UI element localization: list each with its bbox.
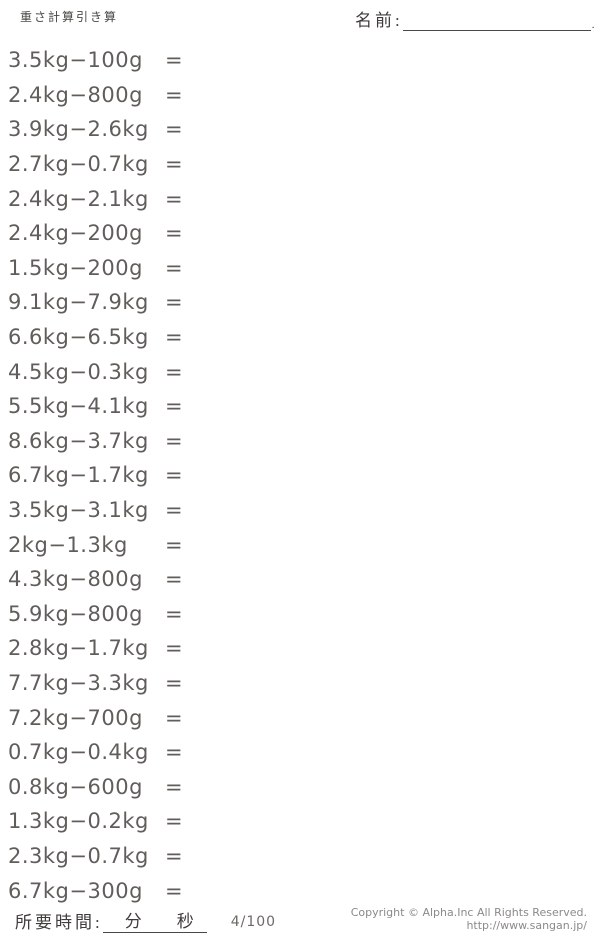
problem-expression: 6.7kg−300g [8,878,143,903]
problem-row: 2.4kg−2.1kg = [8,181,183,216]
equals-sign: = [165,774,184,799]
equals-sign: = [165,636,184,661]
problem-expression: 2kg−1.3kg [8,532,128,557]
problem-expression: 6.7kg−1.7kg [8,463,149,488]
problem-row: 4.5kg−0.3kg = [8,354,183,389]
equals-sign: = [165,705,184,730]
equals-sign: = [165,82,184,107]
problem-expression: 3.5kg−3.1kg [8,498,149,523]
problem-row: 1.3kg−0.2kg = [8,804,183,839]
worksheet-title: 重さ計算引き算 [20,10,119,24]
problem-expression: 4.5kg−0.3kg [8,359,149,384]
problem-row: 2.3kg−0.7kg = [8,839,183,874]
publisher-url: http://www.sangan.jp/ [466,919,587,932]
copyright-text: Copyright © Alpha.Inc All Rights Reserve… [350,906,587,919]
equals-sign: = [165,498,184,523]
equals-sign: = [165,567,184,592]
equals-sign: = [165,843,184,868]
problem-expression: 1.3kg−0.2kg [8,809,149,834]
page-progress-counter: 4/100 [230,914,277,930]
equals-sign: = [165,325,184,350]
equals-sign: = [165,878,184,903]
equals-sign: = [165,463,184,488]
name-label: 名前: [355,11,403,30]
equals-sign: = [165,186,184,211]
problem-expression: 2.3kg−0.7kg [8,843,149,868]
minutes-label: 分 [124,912,145,931]
problem-row: 1.5kg−200g = [8,251,183,286]
equals-sign: = [165,428,184,453]
elapsed-time-field: 所要時間: 分 秒 4/100 [15,908,276,933]
elapsed-time-label: 所要時間: [15,913,103,932]
equals-sign: = [165,670,184,695]
problem-expression: 6.6kg−6.5kg [8,325,149,350]
problem-expression: 7.2kg−700g [8,705,143,730]
problem-row: 0.8kg−600g = [8,769,183,804]
equals-sign: = [165,117,184,142]
problem-expression: 3.5kg−100g [8,48,143,73]
equals-sign: = [165,221,184,246]
equals-sign: = [165,601,184,626]
seconds-label: 秒 [176,912,197,931]
problem-row: 5.9kg−800g = [8,597,183,632]
elapsed-time-fill-in-line: 分 秒 [102,909,207,933]
problem-row: 3.5kg−100g = [8,43,183,78]
problem-row: 2.4kg−200g = [8,216,183,251]
problem-row: 4.3kg−800g = [8,562,183,597]
problem-row: 6.7kg−300g = [8,873,183,908]
problem-expression: 7.7kg−3.3kg [8,670,149,695]
equals-sign: = [165,359,184,384]
equals-sign: = [165,394,184,419]
problem-row: 8.6kg−3.7kg = [8,424,183,459]
copyright-block: Copyright © Alpha.Inc All Rights Reserve… [351,906,587,932]
name-fill-in-line [402,11,591,31]
problem-expression: 1.5kg−200g [8,255,143,280]
problem-row: 5.5kg−4.1kg = [8,389,183,424]
problem-row: 0.7kg−0.4kg = [8,735,183,770]
equals-sign: = [165,532,184,557]
problem-row: 2kg−1.3kg = [8,527,183,562]
name-line-end-mark: . [591,19,595,31]
problem-row: 7.7kg−3.3kg = [8,666,183,701]
problem-expression: 2.4kg−200g [8,221,143,246]
problem-expression: 4.3kg−800g [8,567,143,592]
equals-sign: = [165,152,184,177]
problem-expression: 2.8kg−1.7kg [8,636,149,661]
problem-expression: 0.8kg−600g [8,774,143,799]
name-field: 名前: . [355,6,594,31]
problem-row: 3.5kg−3.1kg = [8,493,183,528]
problem-expression: 0.7kg−0.4kg [8,740,149,765]
equals-sign: = [165,740,184,765]
problem-row: 6.6kg−6.5kg = [8,320,183,355]
equals-sign: = [165,809,184,834]
equals-sign: = [165,290,184,315]
problem-row: 2.4kg−800g = [8,78,183,113]
equals-sign: = [165,48,184,73]
problem-expression: 9.1kg−7.9kg [8,290,149,315]
problem-expression: 8.6kg−3.7kg [8,428,149,453]
problem-expression: 2.7kg−0.7kg [8,152,149,177]
problem-row: 9.1kg−7.9kg = [8,285,183,320]
problem-row: 7.2kg−700g = [8,700,183,735]
problem-expression: 2.4kg−2.1kg [8,186,149,211]
problem-expression: 5.9kg−800g [8,601,143,626]
problem-row: 2.8kg−1.7kg = [8,631,183,666]
problem-list: 3.5kg−100g = 2.4kg−800g = 3.9kg−2.6kg = … [8,43,183,908]
problem-expression: 5.5kg−4.1kg [8,394,149,419]
problem-row: 3.9kg−2.6kg = [8,112,183,147]
problem-row: 2.7kg−0.7kg = [8,147,183,182]
problem-expression: 2.4kg−800g [8,82,143,107]
problem-row: 6.7kg−1.7kg = [8,458,183,493]
problem-expression: 3.9kg−2.6kg [8,117,149,142]
equals-sign: = [165,255,184,280]
